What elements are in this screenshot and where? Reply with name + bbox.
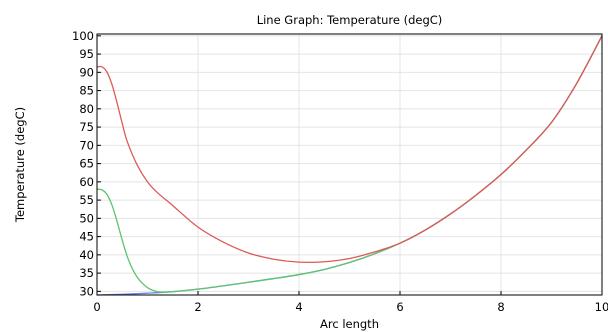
x-tick-label: 4 bbox=[295, 300, 302, 314]
y-tick-label: 40 bbox=[79, 248, 94, 262]
grid-layer bbox=[96, 34, 603, 295]
y-tick-label: 85 bbox=[79, 84, 94, 98]
y-tick-label: 35 bbox=[79, 266, 94, 280]
series-layer bbox=[96, 35, 603, 296]
y-tick-label: 65 bbox=[79, 157, 94, 171]
y-tick-label: 75 bbox=[79, 120, 94, 134]
y-tick-label: 90 bbox=[79, 65, 94, 79]
y-tick-label: 50 bbox=[79, 211, 94, 225]
x-tick-label: 2 bbox=[194, 300, 201, 314]
y-tick-label: 70 bbox=[79, 138, 94, 152]
x-tick-label: 10 bbox=[595, 300, 608, 314]
y-tick-label: 45 bbox=[79, 230, 94, 244]
y-tick-label: 30 bbox=[79, 284, 94, 298]
chart-title: Line Graph: Temperature (degC) bbox=[257, 13, 443, 27]
y-axis-label: Temperature (degC) bbox=[13, 107, 27, 223]
series-line-3 bbox=[96, 35, 603, 264]
y-tick-label: 60 bbox=[79, 175, 94, 189]
y-tick-label: 95 bbox=[79, 47, 94, 61]
y-tick-label: 80 bbox=[79, 102, 94, 116]
x-tick-label: 8 bbox=[497, 300, 504, 314]
x-tick-label: 6 bbox=[396, 300, 403, 314]
tick-layer: 0 2 4 6 8 10 30 35 40 45 50 55 60 65 70 75 80 85 90 95 100 bbox=[72, 29, 608, 314]
series-line-1 bbox=[96, 35, 603, 296]
x-tick-label: 0 bbox=[93, 300, 100, 314]
x-axis-label: Arc length bbox=[320, 317, 379, 331]
y-tick-label: 55 bbox=[79, 193, 94, 207]
y-tick-label: 100 bbox=[72, 29, 94, 43]
plot-frame bbox=[96, 33, 603, 296]
